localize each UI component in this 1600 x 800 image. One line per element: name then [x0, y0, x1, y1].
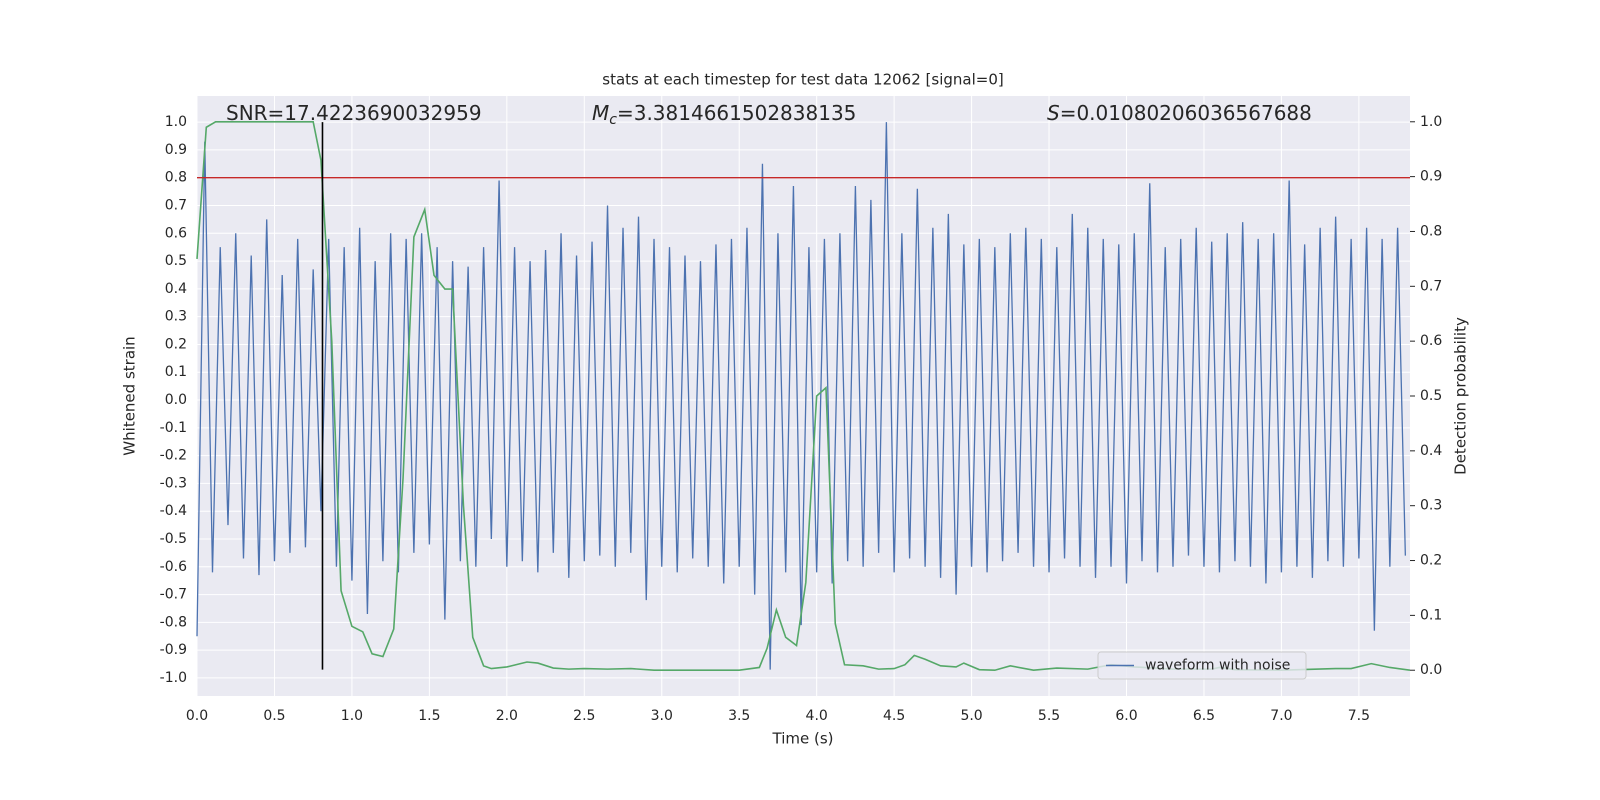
y2-tick-label: 1.0	[1420, 114, 1442, 130]
annotation-subscript: c	[609, 112, 617, 128]
y2-tick-label: 0.2	[1420, 553, 1442, 569]
y2-tick-label: 0.7	[1420, 278, 1442, 294]
y-axis-label: Whitened strain	[121, 336, 139, 455]
x-tick-label: 5.0	[960, 708, 982, 724]
waveform-line	[196, 122, 1406, 670]
y-tick-label: 0.5	[165, 253, 187, 269]
y2-axis-label: Detection probability	[1452, 317, 1470, 475]
annotation-symbol: M	[592, 101, 609, 125]
x-tick-label: 3.0	[651, 708, 673, 724]
x-tick-label: 5.5	[1038, 708, 1060, 724]
y-tick-label: 0.3	[165, 309, 187, 325]
y-tick-label: 1.0	[165, 114, 187, 130]
chart-title: stats at each timestep for test data 120…	[602, 71, 1003, 89]
y2-tick-label: 0.4	[1420, 443, 1442, 459]
y-tick-label: 0.1	[165, 364, 187, 380]
y-tick-label: 0.9	[165, 142, 187, 158]
x-tick-label: 6.0	[1115, 708, 1137, 724]
y2-tick-label: 0.3	[1420, 498, 1442, 514]
y2-tick-label: 0.6	[1420, 333, 1442, 349]
legend: waveform with noise	[1097, 651, 1307, 680]
annotation-symbol: S	[1047, 101, 1060, 125]
y-tick-label: -0.8	[160, 614, 187, 630]
y2-tick-label: 0.1	[1420, 607, 1442, 623]
annotation-text: =0.01080206036567688	[1060, 101, 1312, 125]
y-tick-label: -0.7	[160, 587, 187, 603]
y-tick-label: -0.4	[160, 503, 187, 519]
x-tick-label: 7.0	[1270, 708, 1292, 724]
y-tick-label: 0.4	[165, 281, 187, 297]
x-tick-label: 1.5	[418, 708, 440, 724]
x-tick-label: 7.5	[1348, 708, 1370, 724]
y2-tick-label: 0.0	[1420, 662, 1442, 678]
annotation: SNR=17.4223690032959	[226, 101, 482, 125]
x-axis-label: Time (s)	[772, 730, 834, 748]
annotation-text: SNR=17.4223690032959	[226, 101, 482, 125]
x-tick-label: 1.0	[341, 708, 363, 724]
y-tick-label: 0.8	[165, 170, 187, 186]
y-tick-label: -0.9	[160, 642, 187, 658]
annotation: S=0.01080206036567688	[1047, 101, 1312, 125]
x-tick-label: 6.5	[1193, 708, 1215, 724]
y-tick-label: -0.1	[160, 420, 187, 436]
y-tick-label: -1.0	[160, 670, 187, 686]
y-tick-label: 0.0	[165, 392, 187, 408]
x-tick-label: 4.0	[806, 708, 828, 724]
y-tick-label: -0.5	[160, 531, 187, 547]
x-tick-label: 2.0	[496, 708, 518, 724]
x-tick-label: 0.0	[186, 708, 208, 724]
y2-tick-label: 0.9	[1420, 169, 1442, 185]
y-tick-label: -0.3	[160, 475, 187, 491]
x-tick-label: 2.5	[573, 708, 595, 724]
annotation-text: =3.3814661502838135	[617, 101, 856, 125]
y-tick-label: -0.6	[160, 559, 187, 575]
y-tick-label: 0.7	[165, 197, 187, 213]
legend-label: waveform with noise	[1145, 658, 1290, 674]
y-tick-label: -0.2	[160, 448, 187, 464]
x-tick-label: 3.5	[728, 708, 750, 724]
y-tick-label: 0.6	[165, 225, 187, 241]
x-tick-label: 0.5	[263, 708, 285, 724]
y2-tick-label: 0.8	[1420, 223, 1442, 239]
legend-box	[1097, 651, 1307, 680]
annotation: Mc=3.3814661502838135	[592, 101, 856, 129]
probability-line	[196, 120, 1411, 672]
y-tick-label: 0.2	[165, 336, 187, 352]
x-tick-label: 4.5	[883, 708, 905, 724]
y2-tick-label: 0.5	[1420, 388, 1442, 404]
